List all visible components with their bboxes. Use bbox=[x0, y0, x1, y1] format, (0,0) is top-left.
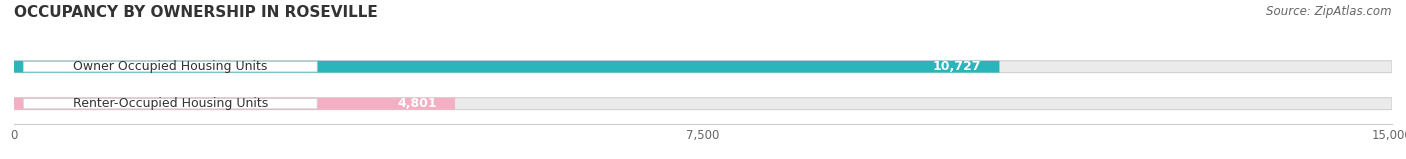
FancyBboxPatch shape bbox=[14, 61, 1000, 73]
FancyBboxPatch shape bbox=[14, 98, 456, 110]
FancyBboxPatch shape bbox=[14, 61, 1392, 73]
FancyBboxPatch shape bbox=[24, 62, 318, 72]
Text: OCCUPANCY BY OWNERSHIP IN ROSEVILLE: OCCUPANCY BY OWNERSHIP IN ROSEVILLE bbox=[14, 5, 378, 20]
Text: Owner Occupied Housing Units: Owner Occupied Housing Units bbox=[73, 60, 267, 73]
Text: Renter-Occupied Housing Units: Renter-Occupied Housing Units bbox=[73, 97, 269, 110]
Text: 10,727: 10,727 bbox=[932, 60, 981, 73]
FancyBboxPatch shape bbox=[24, 99, 318, 109]
Text: Source: ZipAtlas.com: Source: ZipAtlas.com bbox=[1267, 5, 1392, 18]
Text: 4,801: 4,801 bbox=[396, 97, 437, 110]
FancyBboxPatch shape bbox=[14, 98, 1392, 110]
